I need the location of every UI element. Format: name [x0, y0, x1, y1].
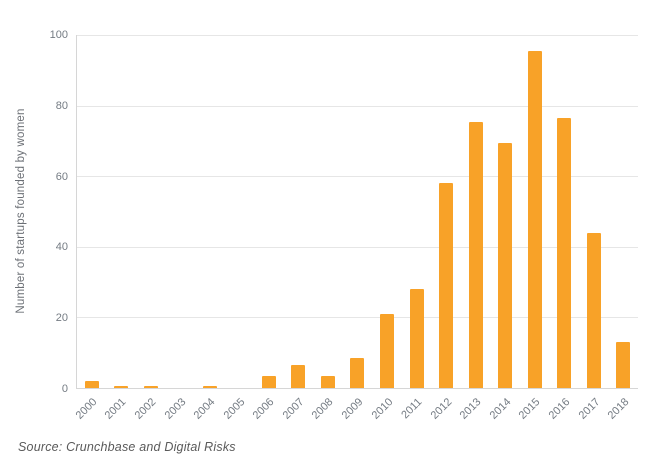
bar-2001 — [114, 386, 129, 388]
bar-slot-2014 — [490, 35, 520, 388]
bar-2012 — [439, 183, 454, 388]
gridline-y80 — [77, 105, 638, 107]
bar-slot-2001 — [107, 35, 137, 388]
bar-2000 — [84, 380, 99, 388]
y-axis-title: Number of startups founded by women — [15, 108, 27, 314]
bar-2010 — [380, 313, 394, 388]
bar-2006 — [261, 375, 276, 388]
bar-2004 — [202, 386, 217, 388]
bar-2011 — [409, 289, 424, 388]
bar-slot-2017 — [579, 35, 609, 388]
bar-slot-2000 — [77, 35, 107, 388]
y-tick-label-40: 40 — [55, 241, 68, 254]
bar-slot-2016 — [549, 35, 579, 388]
bar-slot-2009 — [343, 35, 373, 388]
bar-2018 — [616, 342, 631, 388]
bar-2015 — [527, 50, 542, 388]
source-note: Source: Crunchbase and Digital Risks — [18, 440, 236, 454]
y-tick-label-60: 60 — [55, 170, 68, 183]
bar-slot-2011 — [402, 35, 432, 388]
y-tick-label-100: 100 — [49, 29, 68, 41]
bar-2016 — [557, 117, 572, 388]
bar-2002 — [143, 386, 158, 388]
bar-2017 — [586, 232, 601, 388]
y-tick-label-0: 0 — [61, 383, 68, 395]
bar-slot-2005 — [225, 35, 255, 388]
bar-slot-2013 — [461, 35, 491, 388]
gridline-y40 — [77, 246, 638, 248]
bar-2008 — [320, 375, 335, 388]
bar-slot-2010 — [372, 35, 402, 388]
bar-slot-2012 — [431, 35, 461, 388]
bar-2014 — [498, 142, 513, 388]
bar-slot-2002 — [136, 35, 166, 388]
plot-area — [76, 35, 638, 389]
bar-slot-2003 — [166, 35, 196, 388]
bar-slot-2008 — [313, 35, 343, 388]
bar-slot-2015 — [520, 35, 550, 388]
gridline-y100 — [77, 35, 638, 36]
bar-slot-2004 — [195, 35, 225, 388]
bar-2009 — [350, 358, 365, 388]
y-tick-label-20: 20 — [55, 312, 68, 325]
gridline-y60 — [77, 176, 638, 178]
bar-slot-2007 — [284, 35, 314, 388]
bar-slot-2006 — [254, 35, 284, 388]
y-tick-label-80: 80 — [55, 99, 68, 112]
bar-slot-2018 — [608, 35, 638, 388]
bar-2013 — [468, 121, 483, 388]
bar-2007 — [291, 365, 306, 388]
gridline-y20 — [77, 317, 638, 319]
